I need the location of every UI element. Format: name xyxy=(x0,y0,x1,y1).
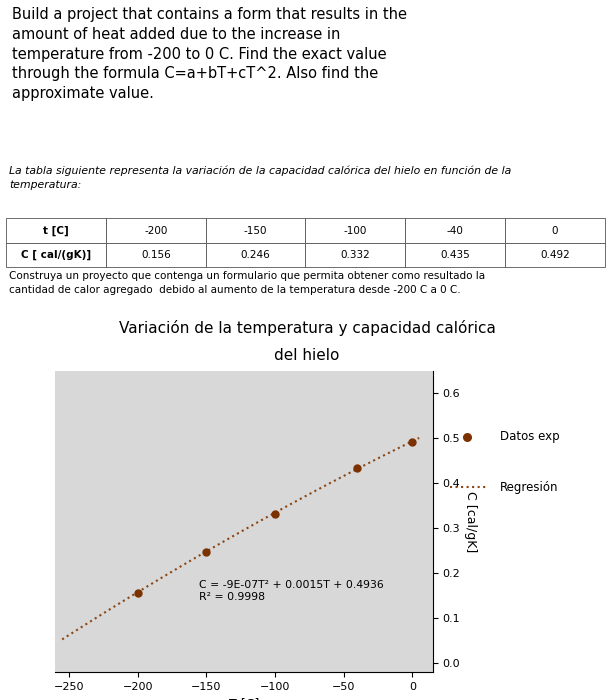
Polygon shape xyxy=(405,243,505,267)
Text: Construya un proyecto que contenga un formulario que permita obtener como result: Construya un proyecto que contenga un fo… xyxy=(9,272,485,295)
Text: Build a project that contains a form that results in the
amount of heat added du: Build a project that contains a form tha… xyxy=(12,7,407,101)
Point xyxy=(133,587,142,598)
Polygon shape xyxy=(405,218,505,243)
Point xyxy=(352,462,362,473)
Text: -40: -40 xyxy=(447,225,464,236)
Polygon shape xyxy=(106,243,206,267)
Text: 0.492: 0.492 xyxy=(540,250,570,260)
Polygon shape xyxy=(106,218,206,243)
Point xyxy=(270,508,280,519)
Y-axis label: C [cal/gK]: C [cal/gK] xyxy=(464,491,477,552)
Text: Datos exp: Datos exp xyxy=(500,430,560,443)
Text: -200: -200 xyxy=(144,225,168,236)
Polygon shape xyxy=(306,218,405,243)
Text: 0.246: 0.246 xyxy=(241,250,270,260)
Text: 0.435: 0.435 xyxy=(440,250,470,260)
X-axis label: T [C]: T [C] xyxy=(229,697,259,700)
Point xyxy=(407,436,417,447)
Text: 0.332: 0.332 xyxy=(341,250,370,260)
Polygon shape xyxy=(206,218,306,243)
Text: Variación de la temperatura y capacidad calórica: Variación de la temperatura y capacidad … xyxy=(119,321,495,337)
Polygon shape xyxy=(6,243,106,267)
Text: Regresión: Regresión xyxy=(500,481,559,493)
Text: 0: 0 xyxy=(551,225,558,236)
Polygon shape xyxy=(6,218,106,243)
Text: 0.156: 0.156 xyxy=(141,250,171,260)
Text: -100: -100 xyxy=(344,225,367,236)
Polygon shape xyxy=(306,243,405,267)
Text: La tabla siguiente representa la variación de la capacidad calórica del hielo en: La tabla siguiente representa la variaci… xyxy=(9,165,511,190)
Text: del hielo: del hielo xyxy=(274,348,340,363)
Polygon shape xyxy=(505,218,605,243)
Text: C [ cal/(gK)]: C [ cal/(gK)] xyxy=(21,250,91,260)
Polygon shape xyxy=(206,243,306,267)
Polygon shape xyxy=(505,243,605,267)
Text: t [C]: t [C] xyxy=(43,225,69,236)
Text: C = -9E-07T² + 0.0015T + 0.4936
R² = 0.9998: C = -9E-07T² + 0.0015T + 0.4936 R² = 0.9… xyxy=(200,580,384,601)
Text: -150: -150 xyxy=(244,225,267,236)
Point xyxy=(201,547,211,558)
